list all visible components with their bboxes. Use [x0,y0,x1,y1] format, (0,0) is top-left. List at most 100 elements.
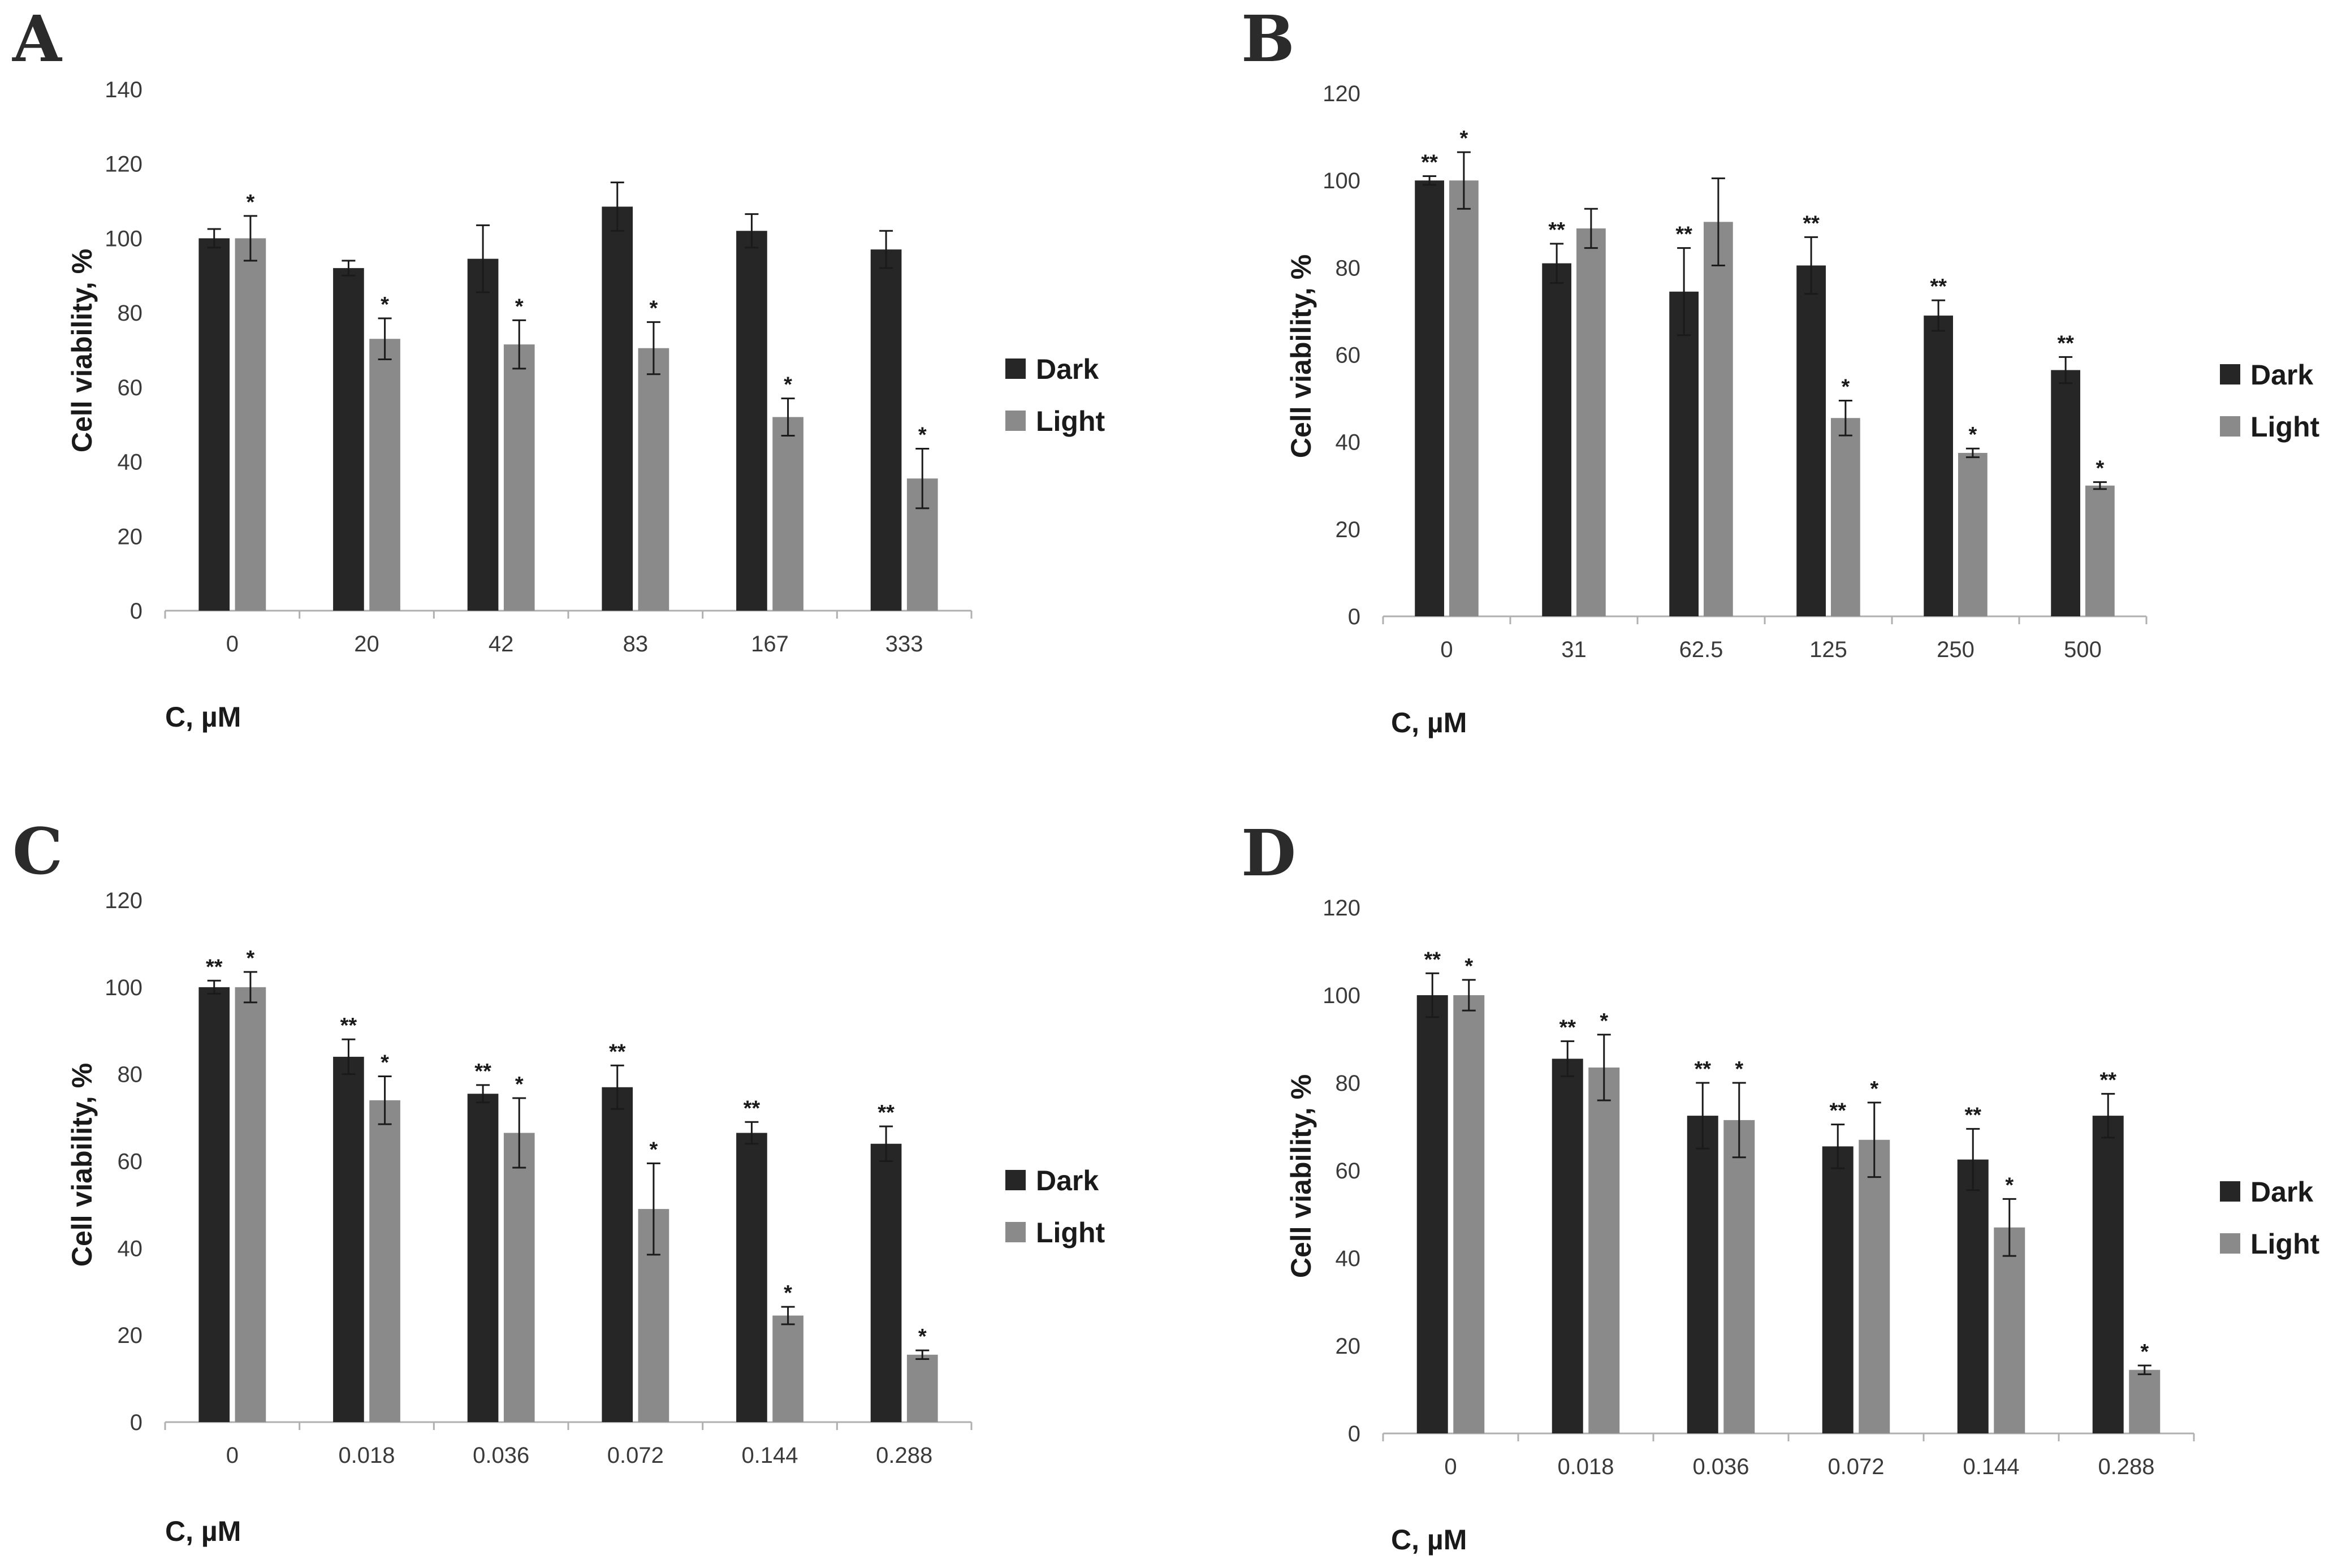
x-tick-label: 333 [885,632,923,656]
x-tick-label: 0.018 [1557,1454,1614,1479]
y-tick-label: 80 [118,1062,143,1087]
significance-marker: ** [2057,331,2074,355]
y-axis-label: Cell viability, % [1285,254,1317,458]
significance-marker: ** [340,1014,357,1038]
bar-dark [1415,180,1444,617]
bar-light [1588,1067,1620,1433]
bar-dark [1687,1116,1718,1433]
x-tick-label: 0.144 [1963,1454,2019,1479]
significance-marker: ** [1964,1103,1981,1127]
significance-marker: * [2140,1340,2149,1364]
bar-light [235,238,266,611]
x-tick-label: 0 [226,1443,239,1468]
y-axis-label: Cell viability, % [66,249,98,452]
significance-marker: * [1870,1077,1878,1101]
legend-label-dark: Dark [2250,1176,2313,1208]
y-tick-label: 120 [105,888,142,913]
significance-marker: ** [1930,275,1947,299]
y-tick-label: 60 [118,375,143,400]
significance-marker: * [650,297,658,321]
significance-marker: * [1600,1009,1608,1033]
bar-light [235,987,266,1422]
bar-light [906,1354,938,1422]
significance-marker: * [784,1281,792,1305]
x-tick-label: 0.018 [338,1443,395,1468]
significance-marker: * [2096,457,2104,481]
significance-marker: ** [1675,223,1692,247]
x-axis-label: C, µM [1391,707,1467,738]
bar-light [503,344,535,611]
significance-marker: ** [1829,1099,1846,1123]
significance-marker: ** [2099,1068,2116,1092]
significance-marker: ** [1548,218,1565,242]
bar-light [1859,1139,1890,1433]
y-tick-label: 0 [1348,604,1360,629]
significance-marker: * [650,1138,658,1161]
bar-dark [198,238,230,611]
bar-dark [1669,291,1699,616]
x-tick-label: 0.288 [876,1443,932,1468]
bar-dark [1924,316,1953,616]
y-tick-label: 140 [105,77,142,102]
x-tick-label: 62.5 [1679,637,1723,662]
bar-light [369,339,400,611]
y-tick-label: 40 [1336,430,1361,455]
y-tick-label: 20 [1336,1334,1361,1359]
bar-light [1831,418,1860,616]
bar-dark [870,249,902,611]
x-tick-label: 0.144 [741,1443,798,1468]
y-tick-label: 120 [1323,896,1360,921]
y-tick-label: 0 [1348,1422,1360,1446]
y-tick-label: 40 [118,1236,143,1261]
significance-marker: * [918,1325,927,1349]
x-tick-label: 0.072 [607,1443,664,1468]
chart-panel-b: B0204060801001200***31**62.5**125***250*… [1241,2,2320,738]
bar-dark [333,268,364,611]
y-tick-label: 0 [130,1410,142,1435]
legend-swatch-dark [1005,1170,1026,1190]
bar-dark [333,1056,364,1422]
bar-dark [736,1133,767,1422]
significance-marker: ** [1803,211,1820,235]
bar-dark [2051,370,2080,616]
significance-marker: ** [609,1040,626,1064]
bar-light [2129,1370,2161,1433]
bar-light [1994,1227,2025,1433]
y-tick-label: 80 [1336,1071,1361,1096]
significance-marker: ** [1694,1057,1711,1081]
bar-light [638,348,669,611]
panel-letter: A [12,2,63,76]
x-tick-label: 500 [2064,637,2102,662]
panel-letter: B [1241,2,1295,76]
significance-marker: * [515,295,524,318]
significance-marker: * [1735,1057,1743,1081]
significance-marker: ** [1559,1016,1576,1039]
y-tick-label: 80 [118,301,143,326]
significance-marker: ** [1421,150,1438,174]
x-axis-label: C, µM [1391,1524,1467,1556]
legend-label-light: Light [2250,411,2320,443]
legend-swatch-light [2220,1233,2240,1254]
chart-panel-a: A 0 20 40 60 80 100 120 140 0 * 20 * 42 * 83 * 167 * 333 * Ce… [12,2,1105,733]
bar-dark [1822,1146,1854,1433]
bar-light [1704,222,1733,616]
bar-light [772,1315,803,1422]
bar-dark [1416,995,1448,1433]
y-tick-label: 20 [118,524,143,549]
bar-dark [467,1094,499,1422]
bar-dark [1796,265,1826,617]
bar-light [1453,995,1485,1433]
y-tick-label: 20 [1336,517,1361,542]
y-tick-label: 60 [118,1150,143,1174]
significance-marker: * [2005,1173,2014,1197]
significance-marker: * [1841,375,1850,399]
bar-dark [736,231,767,611]
y-tick-label: 60 [1336,1159,1361,1183]
x-tick-label: 0.036 [1692,1454,1749,1479]
x-tick-label: 167 [751,632,789,656]
panel-letter: C [12,815,63,889]
bar-light [503,1133,535,1422]
significance-marker: ** [474,1060,491,1083]
